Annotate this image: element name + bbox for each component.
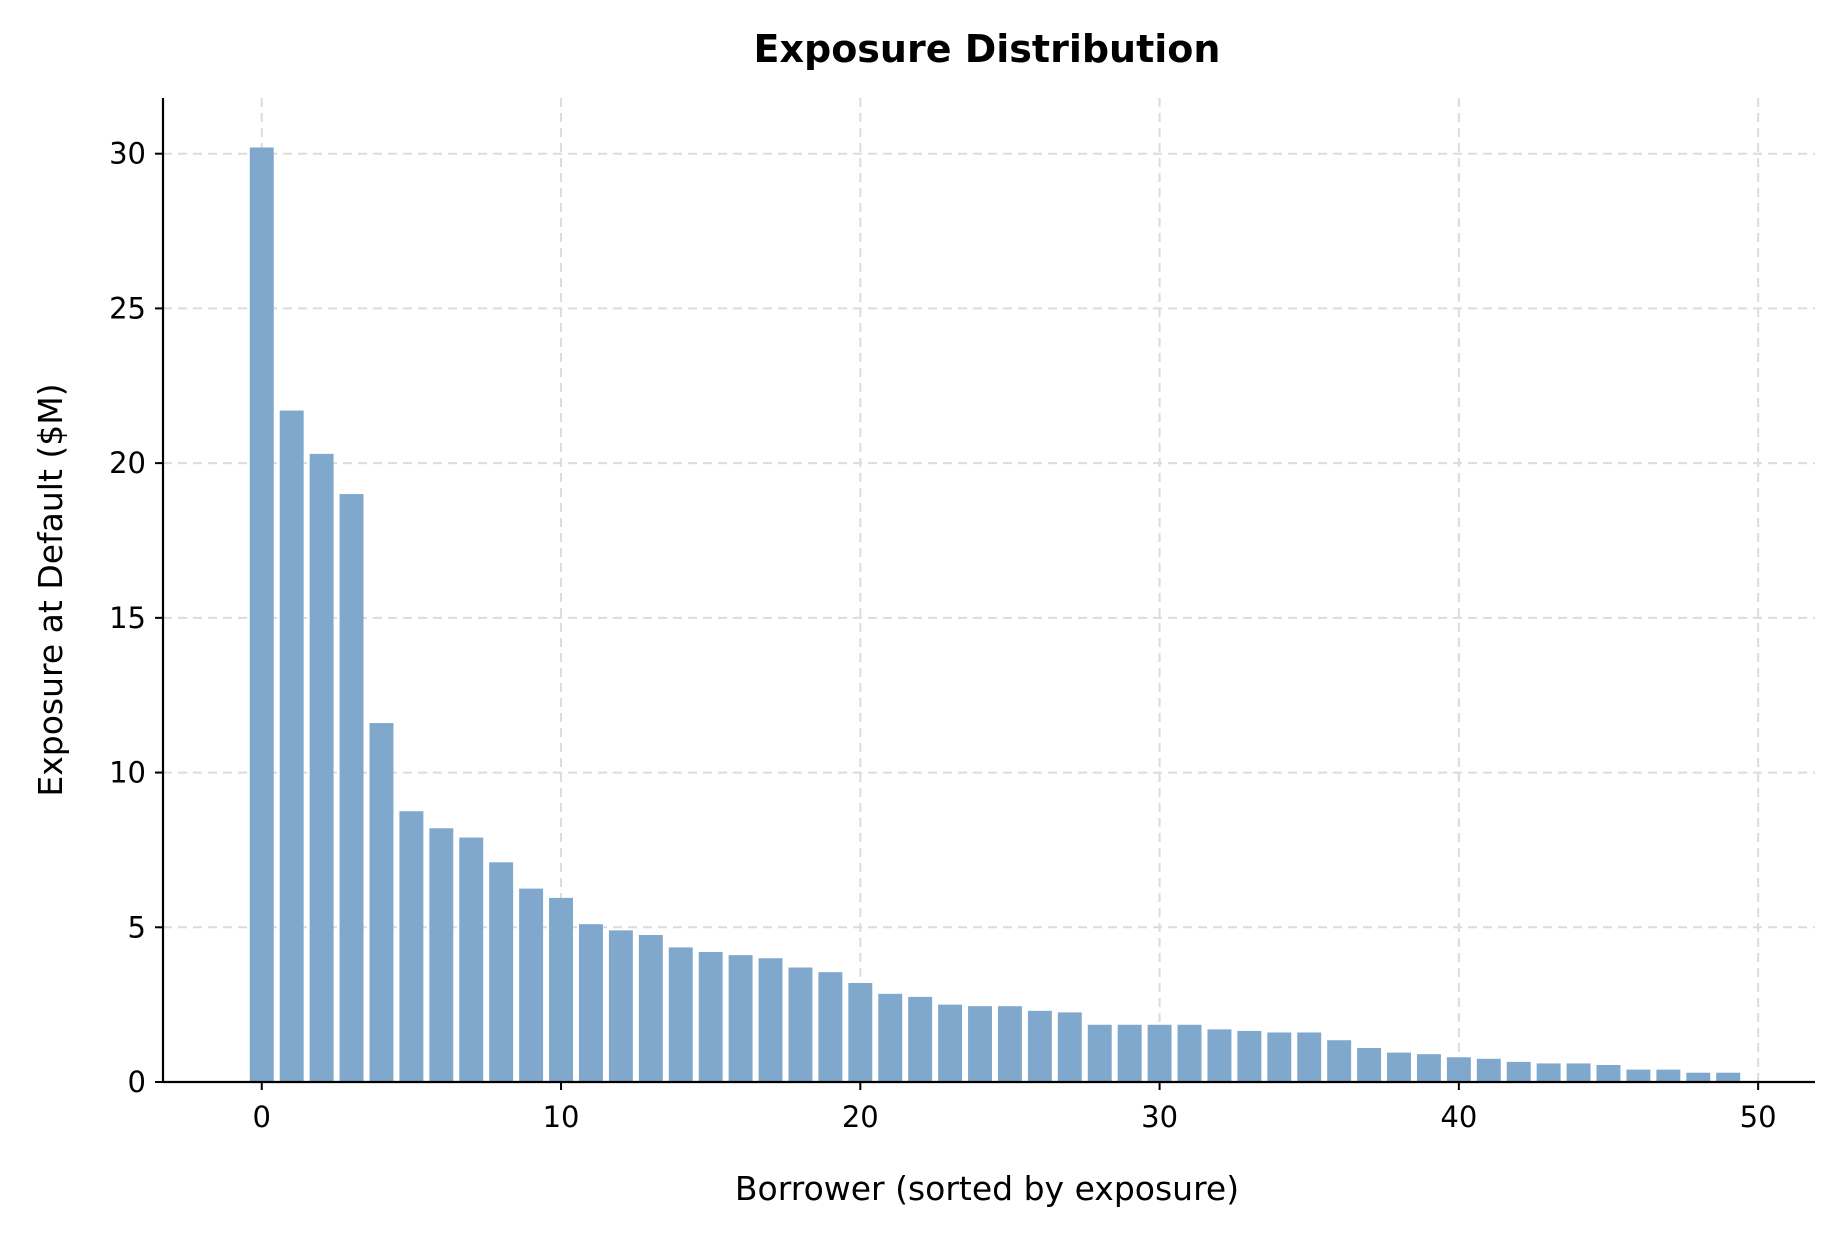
bar [997, 1006, 1022, 1082]
bar [429, 828, 454, 1082]
bar [1596, 1064, 1621, 1082]
y-tick-label: 5 [128, 910, 146, 944]
bar [1716, 1072, 1741, 1082]
bar [1237, 1030, 1262, 1082]
bar [1117, 1024, 1142, 1082]
bar [309, 453, 334, 1082]
bar [1297, 1032, 1322, 1082]
x-tick-label: 20 [842, 1100, 879, 1134]
bar [1476, 1058, 1501, 1082]
y-tick-label: 15 [109, 601, 146, 635]
bars-group [249, 147, 1741, 1083]
bar [668, 947, 693, 1082]
bar [369, 723, 394, 1082]
bar [788, 967, 813, 1082]
y-tick-label: 20 [109, 446, 146, 480]
bar [1446, 1057, 1471, 1082]
bar [459, 837, 484, 1082]
bar [1656, 1069, 1681, 1082]
bar [1207, 1029, 1232, 1082]
bar [1327, 1040, 1352, 1082]
x-axis-label: Borrower (sorted by exposure) [735, 1169, 1239, 1208]
y-tick-label: 10 [109, 756, 146, 790]
y-axis-label: Exposure at Default ($M) [31, 383, 70, 796]
bar [638, 935, 663, 1082]
bar [728, 955, 753, 1082]
y-ticks: 0 5 10 15 20 25 30 [109, 137, 163, 1099]
x-ticks: 0 10 20 30 40 50 [253, 1082, 1777, 1134]
bar [818, 972, 843, 1082]
bar [279, 410, 304, 1082]
bar [249, 147, 274, 1083]
y-tick-label: 0 [128, 1065, 146, 1099]
bar [1267, 1032, 1292, 1082]
bar [698, 952, 723, 1082]
bar [1536, 1063, 1561, 1082]
axes [161, 98, 1815, 1084]
bar [968, 1006, 992, 1082]
bar [519, 888, 544, 1082]
y-tick-label: 30 [109, 137, 146, 171]
bar [489, 862, 514, 1082]
bar [1566, 1063, 1591, 1082]
bar [1626, 1069, 1651, 1082]
bar [339, 494, 364, 1083]
x-tick-label: 30 [1141, 1100, 1178, 1134]
bar [1027, 1010, 1052, 1082]
bar [1057, 1012, 1082, 1082]
bar [1686, 1072, 1711, 1082]
y-tick-label: 25 [109, 291, 146, 325]
bar [848, 982, 873, 1082]
bar [908, 996, 933, 1082]
bar [878, 993, 903, 1082]
bar [578, 924, 603, 1082]
bar [608, 930, 633, 1082]
x-tick-label: 50 [1740, 1100, 1777, 1134]
bar [1087, 1024, 1112, 1082]
chart-title: Exposure Distribution [754, 27, 1221, 71]
bar [1387, 1052, 1411, 1082]
x-tick-label: 40 [1440, 1100, 1477, 1134]
x-tick-label: 0 [253, 1100, 271, 1134]
bar [1147, 1024, 1172, 1082]
bar [758, 958, 783, 1082]
bar [1357, 1047, 1382, 1082]
bar [1416, 1054, 1441, 1082]
bar [399, 811, 424, 1082]
bar [1506, 1061, 1531, 1082]
bar [549, 897, 574, 1082]
x-tick-label: 10 [543, 1100, 580, 1134]
bar [938, 1004, 963, 1082]
bar [1177, 1024, 1202, 1082]
